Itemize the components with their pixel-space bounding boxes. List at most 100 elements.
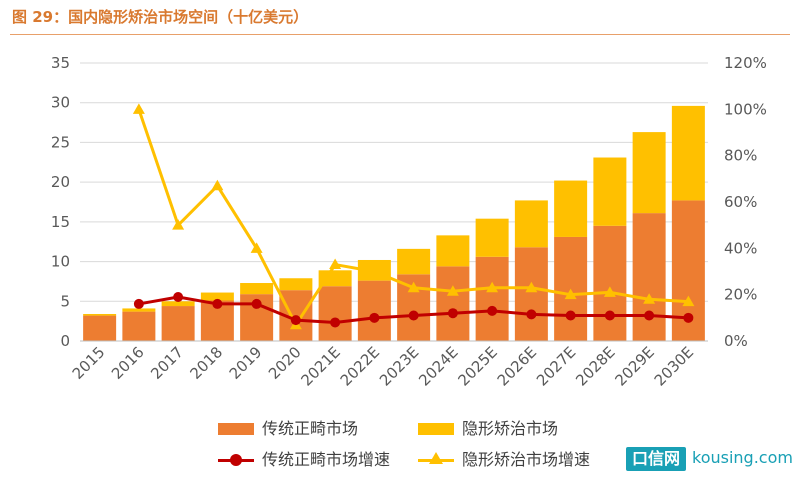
watermark-domain: kousing.com [692,448,793,467]
legend-marker-circle [230,454,242,466]
legend-item-traditional-growth: 传统正畸市场增速 [218,449,418,471]
x-tick-label: 2016 [108,343,148,383]
bar-traditional-market [632,213,666,341]
bar-invisible-market [554,180,588,237]
x-tick-label: 2019 [226,343,266,383]
point-invisible-growth [603,286,616,297]
title-divider [10,34,790,35]
bar-traditional-market [122,311,156,341]
bar-invisible-market [671,105,705,201]
bars [83,105,705,341]
x-tick-label: 2018 [186,343,226,383]
watermark-brand: 口信网 [626,447,686,471]
bar-invisible-market [279,278,313,291]
y-left-tick-label: 15 [51,213,70,231]
y-left-tick-label: 0 [60,332,70,350]
x-tick-label: 2029E [612,343,658,389]
point-traditional-growth [408,310,419,321]
bar-traditional-market [318,286,352,341]
legend-label: 隐形矫治市场增速 [462,450,591,469]
y-right-tick-label: 40% [724,239,757,257]
bar-invisible-market [318,270,352,287]
legend-item-invisible-growth: 隐形矫治市场增速 [418,449,618,471]
legend-label: 隐形矫治市场 [462,419,559,438]
point-invisible-growth [407,281,420,293]
bar-invisible-market [397,248,431,275]
bar-invisible-market [83,313,117,316]
point-traditional-growth [369,312,380,323]
legend-swatch-invisible-market [418,423,454,435]
y-right-tick-label: 60% [724,193,757,211]
legend-swatch-traditional-market [218,423,254,435]
point-invisible-growth [211,179,224,191]
x-tick-label: 2030E [651,343,697,389]
bar-traditional-market [436,266,470,341]
point-invisible-growth [682,295,695,307]
bar-traditional-market [161,306,195,341]
x-tick-label: 2021E [298,343,344,389]
y-right-tick-label: 80% [724,147,757,165]
point-traditional-growth [644,310,655,321]
y-left-tick-label: 10 [51,253,70,271]
point-traditional-growth [173,291,184,302]
point-invisible-growth [329,258,342,270]
point-invisible-growth [525,281,538,293]
bar-invisible-market [122,308,156,312]
legend-marker-triangle [429,452,443,464]
point-invisible-growth [564,288,577,300]
y-right-tick-label: 100% [724,100,767,118]
point-traditional-growth [565,310,576,321]
bar-invisible-market [200,292,234,301]
legend-label: 传统正畸市场增速 [262,450,391,469]
y-right-tick-label: 20% [724,286,757,304]
figure-title: 图 29：国内隐形矫治市场空间（十亿美元） [12,8,309,26]
bar-invisible-market [514,200,548,248]
bar-traditional-market [475,256,509,341]
x-tick-label: 2023E [376,343,422,389]
y-left-tick-label: 30 [51,94,70,112]
point-invisible-growth [446,285,459,296]
point-invisible-growth [486,281,499,293]
bar-traditional-market [83,315,117,341]
y-left-tick-label: 20 [51,173,70,191]
bar-invisible-market [475,218,509,257]
y-left-tick-label: 35 [51,54,70,72]
x-tick-label: 2027E [533,343,579,389]
bar-invisible-market [632,132,666,214]
point-traditional-growth [487,305,498,316]
bar-invisible-market [161,301,195,307]
bar-traditional-market [357,280,391,341]
y-right-tick-label: 0% [724,332,748,350]
legend-label: 传统正畸市场 [262,419,359,438]
x-tick-label: 2026E [494,343,540,389]
bar-invisible-market [240,283,274,295]
point-invisible-growth [250,242,263,253]
point-traditional-growth [526,309,537,320]
y-left-tick-label: 5 [60,292,70,310]
point-invisible-growth [368,265,381,276]
bar-traditional-market [514,247,548,341]
legend-item-invisible-market: 隐形矫治市场 [418,418,598,440]
y-left-tick-label: 25 [51,133,70,151]
point-traditional-growth [133,298,144,309]
x-tick-label: 2015 [69,343,109,383]
growth-lines [132,103,695,330]
point-traditional-growth [290,315,301,326]
point-traditional-growth [683,312,694,323]
point-traditional-growth [604,310,615,321]
bar-invisible-market [593,157,627,226]
x-tick-label: 2024E [415,343,461,389]
x-tick-label: 2017 [147,343,187,383]
bar-traditional-market [593,225,627,341]
point-invisible-growth [172,219,185,230]
x-tick-label: 2028E [572,343,618,389]
point-traditional-growth [330,317,341,328]
point-traditional-growth [447,308,458,319]
legend-item-traditional-market: 传统正畸市场 [218,418,398,440]
x-tick-label: 2025E [455,343,501,389]
y-right-tick-label: 120% [724,54,767,72]
point-invisible-growth [132,103,145,114]
x-tick-label: 2022E [337,343,383,389]
bar-invisible-market [436,235,470,267]
